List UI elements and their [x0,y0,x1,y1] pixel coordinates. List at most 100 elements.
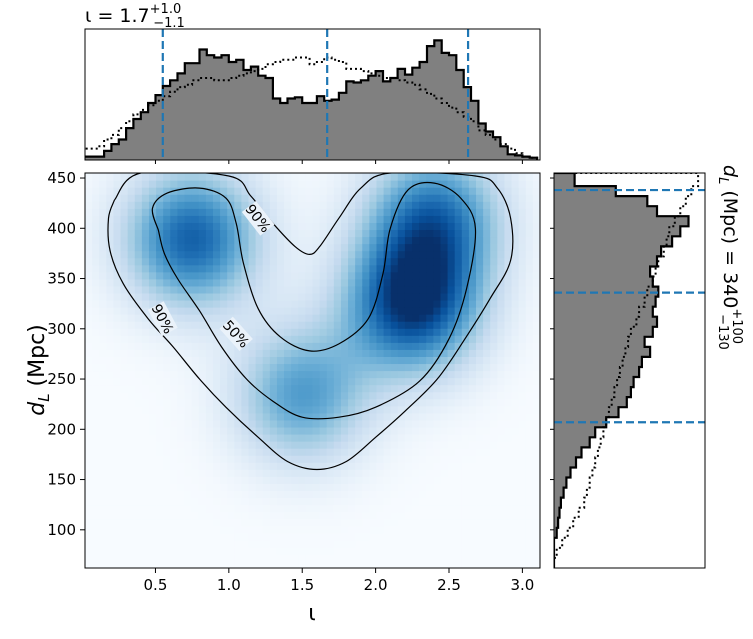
heatmap-cell [440,455,449,463]
heatmap-cell [92,448,100,456]
heatmap-cell [412,553,420,562]
heatmap-cell [333,553,342,562]
heatmap-cell [440,363,449,372]
heatmap-cell [369,391,378,400]
heatmap-cell [383,349,392,357]
heatmap-cell [184,412,193,421]
heatmap-cell [177,511,186,520]
heatmap-cell [184,426,193,435]
heatmap-cell [440,398,449,407]
heatmap-cell [120,194,129,202]
heatmap-cell [227,370,235,379]
heatmap-cell [255,173,264,181]
heatmap-cell [255,490,264,499]
heatmap-cell [312,448,321,456]
heatmap-cell [291,173,299,181]
heatmap-cell [298,497,306,506]
heatmap-cell [383,257,392,266]
heatmap-cell [504,299,513,308]
heatmap-cell [518,278,527,287]
heatmap-cell [476,271,484,280]
heatmap-cell [284,250,292,259]
heatmap-cell [255,511,264,520]
heatmap-cell [362,455,370,463]
heatmap-cell [476,476,484,484]
heatmap-cell [148,342,157,350]
y-tick-label: 150 [47,471,76,489]
heatmap-cell [461,497,470,506]
heatmap-cell [333,525,342,534]
heatmap-cell [248,532,257,541]
heatmap-cell [511,187,520,195]
heatmap-cell [426,271,434,280]
heatmap-cell [99,342,107,350]
heatmap-cell [362,222,370,231]
heatmap-cell [191,180,200,188]
heatmap-cell [326,314,335,322]
heatmap-cell [220,455,228,463]
heatmap-cell [156,187,164,195]
heatmap-cell [205,553,214,562]
heatmap-cell [333,187,342,195]
heatmap-cell [319,553,328,562]
heatmap-cell [383,342,392,350]
heatmap-cell [497,292,506,301]
heatmap-cell [404,448,413,456]
heatmap-cell [227,285,235,294]
heatmap-cell [476,377,484,386]
heatmap-cell [141,271,150,280]
heatmap-cell [511,250,520,259]
heatmap-cell [134,455,143,463]
heatmap-cell [291,518,299,527]
heatmap-cell [248,419,257,428]
heatmap-cell [163,264,171,273]
heatmap-cell [326,504,335,513]
heatmap-cell [85,370,93,379]
heatmap-cell [468,215,477,223]
heatmap-cell [348,363,356,372]
heatmap-cell [454,264,463,273]
heatmap-cell [340,180,349,188]
heatmap-cell [490,271,498,280]
heatmap-cell [518,229,527,238]
heatmap-cell [326,180,335,188]
heatmap-cell [148,370,157,379]
heatmap-cell [262,194,271,202]
heatmap-cell [241,448,250,456]
contour-label-bg [219,316,253,351]
heatmap-cell [255,271,264,280]
heatmap-cell [276,222,285,231]
heatmap-cell [85,208,93,216]
heatmap-cell [262,405,271,414]
heatmap-cell [156,490,164,499]
heatmap-cell [369,321,378,329]
heatmap-cell [163,222,171,231]
heatmap-cell [191,285,200,294]
heatmap-cell [141,462,150,470]
heatmap-cell [92,419,100,428]
heatmap-cell [440,532,449,541]
heatmap-cell [355,441,363,449]
heatmap-cell [476,335,484,343]
heatmap-cell [355,532,363,541]
heatmap-cell [419,307,427,315]
heatmap-cell [134,349,143,357]
heatmap-cell [99,250,107,259]
heatmap-cell [319,391,328,400]
heatmap-cell [284,504,292,513]
heatmap-cell [355,278,363,287]
heatmap-cell [262,377,271,386]
heatmap-cell [333,370,342,379]
heatmap-cell [191,560,200,568]
heatmap-cell [412,490,420,499]
heatmap-cell [269,511,278,520]
heatmap-cell [426,511,434,520]
heatmap-cell [106,363,115,372]
heatmap-cell [483,539,491,548]
heatmap-cell [326,321,335,329]
heatmap-cell [269,426,278,435]
heatmap-cell [369,222,378,231]
heatmap-cell [419,342,427,350]
heatmap-cell [319,257,328,266]
y-tick-label: 100 [47,521,76,539]
